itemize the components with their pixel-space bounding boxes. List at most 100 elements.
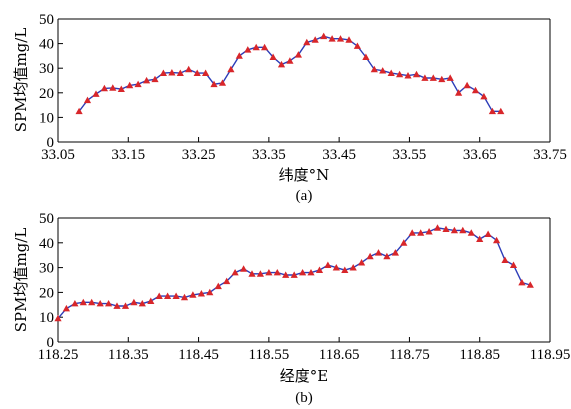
x-axis-ticks: 33.05 33.15 33.25 33.35 33.45 33.55 33.65 33.75 xyxy=(41,137,567,163)
x-tick-label: 33.25 xyxy=(182,147,216,163)
data-point-marker xyxy=(446,74,454,81)
data-point-marker xyxy=(366,252,374,260)
data-point-marker xyxy=(315,266,324,273)
data-point-marker xyxy=(467,229,475,236)
y-axis-ticks: 0 10 20 30 40 50 xyxy=(39,12,63,151)
data-point-marker xyxy=(341,266,349,273)
data-point-marker xyxy=(244,46,252,53)
data-point-marker xyxy=(290,271,298,278)
data-point-marker xyxy=(193,69,201,76)
y-tick-label: 50 xyxy=(39,211,54,227)
data-point-marker xyxy=(429,74,437,81)
x-tick-label: 33.75 xyxy=(533,147,567,163)
data-point-marker xyxy=(248,270,256,277)
data-point-marker xyxy=(459,226,467,234)
data-point-marker xyxy=(227,65,235,73)
data-point-marker xyxy=(438,75,446,83)
data-point-marker xyxy=(151,75,159,83)
panel-label: (a) xyxy=(296,188,313,204)
y-axis-title: SPM均值mg/L xyxy=(12,28,30,133)
data-point-marker xyxy=(126,81,134,89)
data-point-marker xyxy=(273,269,281,276)
data-point-marker xyxy=(493,236,501,244)
data-point-marker xyxy=(509,261,518,268)
data-point-marker xyxy=(463,81,471,89)
x-tick-label: 118.35 xyxy=(108,347,149,363)
data-point-marker xyxy=(332,264,340,271)
y-axis-ticks: 0 10 20 30 40 50 xyxy=(39,211,63,351)
data-point-marker xyxy=(79,298,87,306)
data-point-marker xyxy=(396,70,404,78)
data-point-marker xyxy=(362,53,370,60)
data-point-marker xyxy=(303,38,311,46)
data-point-marker xyxy=(488,107,496,115)
chart-panel-b: 118.25 118.35 118.45 118.55 118.65 118.75 118.… xyxy=(12,211,570,406)
data-point-marker xyxy=(282,271,290,278)
data-point-marker xyxy=(526,281,534,288)
data-point-marker xyxy=(180,293,189,301)
y-tick-label: 20 xyxy=(39,86,54,102)
data-point-marker xyxy=(476,235,484,242)
data-point-marker xyxy=(497,107,505,115)
data-point-marker xyxy=(138,300,146,307)
data-point-marker xyxy=(480,92,488,100)
x-tick-label: 118.55 xyxy=(249,347,290,363)
data-point-marker xyxy=(231,269,239,276)
x-tick-label: 33.45 xyxy=(322,147,356,163)
data-point-marker xyxy=(412,70,421,78)
data-point-marker xyxy=(336,35,345,42)
data-point-marker xyxy=(471,86,480,94)
y-tick-label: 10 xyxy=(39,110,54,126)
data-point-marker xyxy=(96,300,104,307)
x-tick-label: 118.85 xyxy=(459,347,500,363)
data-point-marker xyxy=(54,314,62,322)
data-point-marker xyxy=(450,226,458,234)
data-point-marker xyxy=(294,51,302,58)
data-point-marker xyxy=(83,96,92,104)
data-point-marker xyxy=(168,69,176,76)
data-point-marker xyxy=(155,292,163,299)
data-point-marker xyxy=(269,53,277,60)
data-point-marker xyxy=(425,228,433,235)
x-axis-title: 纬度°N xyxy=(279,166,330,184)
data-point-marker xyxy=(277,60,286,68)
data-point-marker xyxy=(353,42,361,49)
data-point-marker xyxy=(202,69,210,76)
data-point-marker xyxy=(75,107,83,115)
data-point-marker xyxy=(370,65,378,73)
data-point-marker xyxy=(433,224,442,231)
y-tick-label: 50 xyxy=(39,12,54,28)
data-point-marker xyxy=(261,43,269,51)
series-line xyxy=(78,35,501,113)
chart-panel-a: 33.05 33.15 33.25 33.35 33.45 33.55 33.65 33.75… xyxy=(12,12,567,204)
data-point-marker xyxy=(218,79,227,86)
x-tick-label: 33.15 xyxy=(111,147,145,163)
x-axis-ticks: 118.25 118.35 118.45 118.55 118.65 118.75 118.… xyxy=(38,337,571,363)
data-point-marker xyxy=(121,302,130,309)
data-point-marker xyxy=(307,269,315,276)
x-tick-label: 33.05 xyxy=(41,147,75,163)
data-point-marker xyxy=(206,288,214,296)
y-axis-title: SPM均值mg/L xyxy=(12,228,30,333)
data-point-marker xyxy=(235,52,243,59)
data-point-marker xyxy=(164,292,172,299)
x-tick-label: 33.65 xyxy=(463,147,497,163)
y-tick-label: 0 xyxy=(47,135,55,151)
x-tick-label: 118.75 xyxy=(389,347,430,363)
data-point-marker xyxy=(311,36,319,43)
data-point-marker xyxy=(143,76,151,84)
data-point-marker xyxy=(484,230,492,237)
data-point-marker xyxy=(147,297,155,304)
data-point-marker xyxy=(88,298,96,306)
data-point-marker xyxy=(455,89,463,96)
x-tick-label: 33.35 xyxy=(252,147,286,163)
data-point-marker xyxy=(109,84,117,91)
data-point-marker xyxy=(501,256,509,263)
data-point-marker xyxy=(130,298,138,306)
y-tick-label: 40 xyxy=(39,37,54,53)
data-point-marker xyxy=(417,229,425,236)
x-tick-label: 118.95 xyxy=(530,347,571,363)
data-point-marker xyxy=(176,69,184,76)
data-point-marker xyxy=(518,278,526,286)
data-point-marker xyxy=(113,302,121,309)
